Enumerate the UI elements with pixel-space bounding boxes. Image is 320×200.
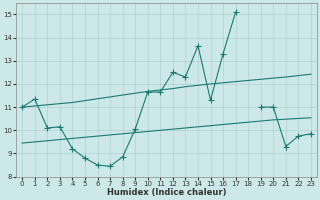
- X-axis label: Humidex (Indice chaleur): Humidex (Indice chaleur): [107, 188, 226, 197]
